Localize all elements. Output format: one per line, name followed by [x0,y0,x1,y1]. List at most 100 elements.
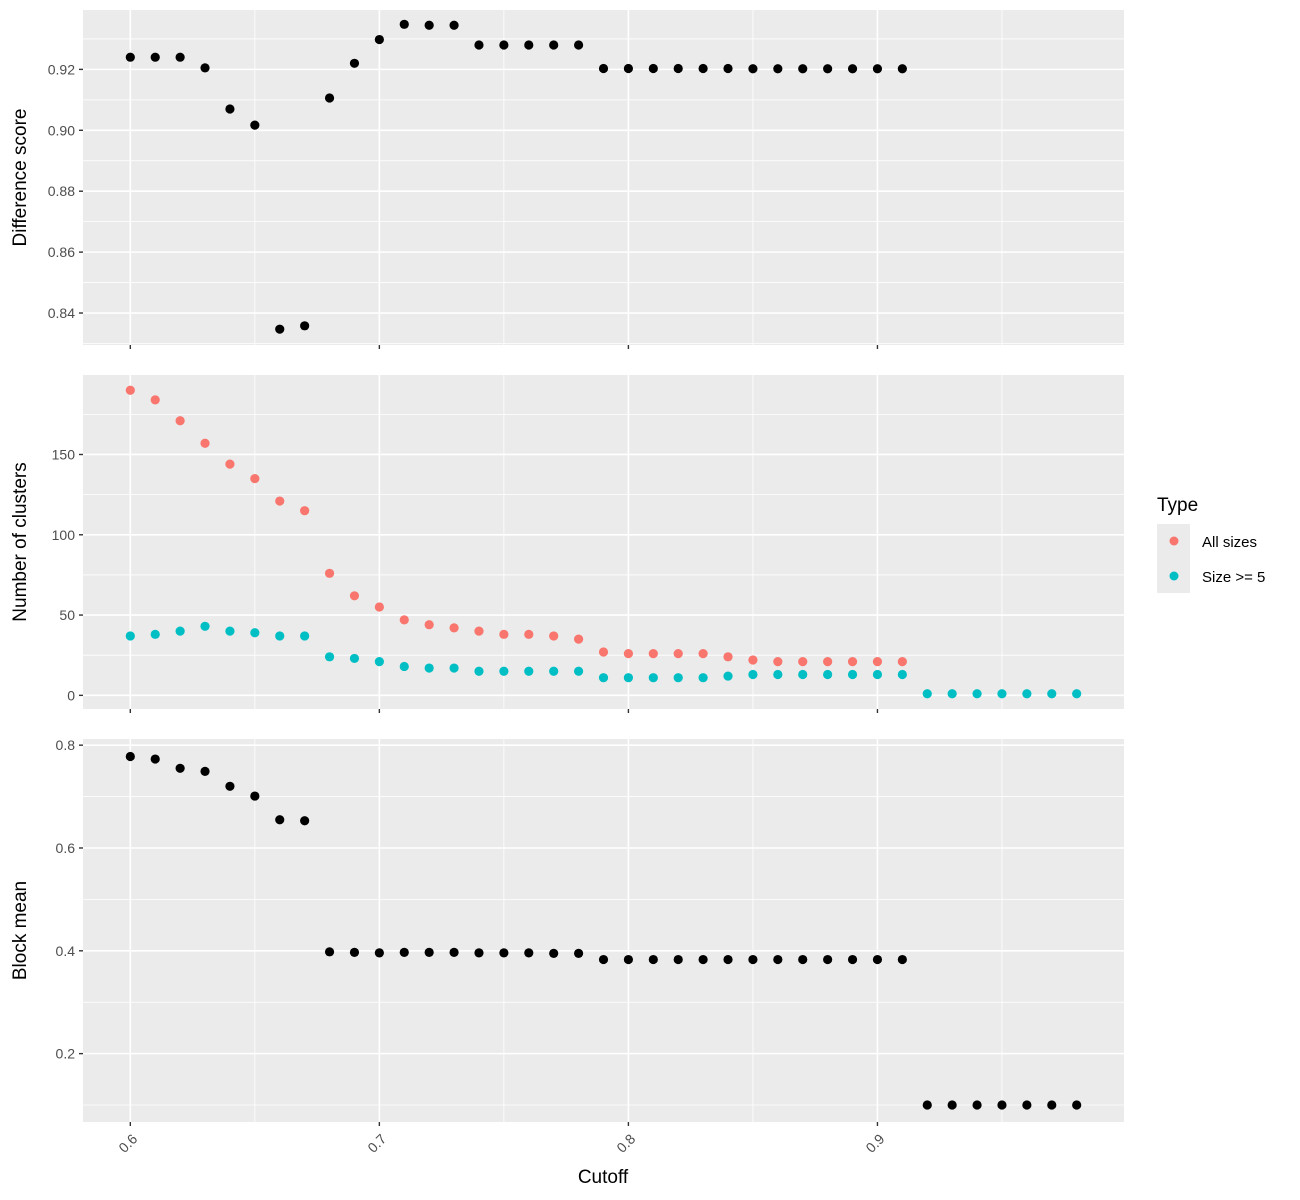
data-point [1072,1100,1082,1110]
data-point [300,321,310,331]
data-point [449,20,459,30]
data-point [748,669,758,680]
data-point [449,623,459,633]
block-mean-x-tick-label: 0.7 [364,1131,389,1156]
data-point [673,954,683,965]
data-point [250,473,260,484]
data-point [349,947,360,957]
data-point [499,948,509,958]
difference-score-panel-background [83,10,1124,345]
data-point [698,63,708,74]
data-point [698,673,708,683]
data-point [748,655,758,665]
data-point [897,669,907,680]
legend-key-size-5 [1169,571,1179,581]
data-point [972,689,982,699]
data-point [324,652,335,662]
data-point [823,64,833,74]
data-point [449,947,459,957]
difference-score-y-tick-label: 0.84 [48,305,75,321]
data-point [225,626,235,636]
difference-score-y-axis-title: Difference score [10,109,31,247]
data-point [598,673,609,683]
data-point [324,947,335,957]
data-point [872,669,883,680]
data-point [897,954,907,965]
data-point [573,40,584,50]
data-point [922,689,932,699]
chart-panels: 0.84 0.86 0.88 0.90 0.92 Difference score 0 50 1… [10,10,1124,1156]
number-of-clusters-y-tick-label: 150 [52,446,76,462]
data-point [200,766,210,776]
block-mean-panel: 0.2 0.4 0.6 0.8 0.6 0.7 0.8 0.9 Block mean [10,737,1124,1156]
data-point [250,791,260,801]
data-point [997,1100,1007,1110]
data-point [125,385,135,395]
data-point [300,631,310,641]
data-point [499,40,509,50]
data-point [972,1100,982,1110]
data-point [549,40,559,50]
data-point [150,754,160,764]
data-point [349,58,360,68]
number-of-clusters-panel-background [83,375,1124,709]
difference-score-panel: 0.84 0.86 0.88 0.90 0.92 Difference score [10,10,1124,349]
data-point [474,626,484,636]
data-point [524,948,534,958]
data-point [399,19,409,29]
data-point [1047,689,1057,699]
data-point [399,615,409,625]
data-point [748,954,758,965]
data-point [374,602,384,612]
number-of-clusters-panel: 0 50 100 150 Number of clusters [10,375,1124,713]
difference-score-y-tick-label: 0.88 [48,183,75,199]
data-point [324,568,335,578]
data-point [723,954,733,965]
data-point [723,671,733,681]
data-point [798,954,808,965]
data-point [648,63,658,74]
data-point [449,663,459,673]
data-point [872,657,883,667]
data-point [773,669,783,680]
x-axis-title: Cutoff [578,1167,629,1188]
data-point [872,64,883,74]
data-point [250,628,260,638]
data-point [1022,1100,1032,1110]
block-mean-y-tick-label: 0.6 [56,840,76,856]
block-mean-y-tick-label: 0.8 [56,737,76,753]
data-point [723,652,733,662]
difference-score-y-tick-label: 0.90 [48,122,75,138]
legend: Type All sizes Size >= 5 [1157,495,1265,593]
data-point [499,629,509,639]
data-point [598,954,609,965]
data-point [773,657,783,667]
data-point [823,669,833,680]
number-of-clusters-series-all-sizes [125,385,907,667]
data-point [947,689,957,699]
data-point [698,649,708,659]
legend-key-all-sizes [1169,536,1179,546]
data-point [225,781,235,791]
data-point [324,93,335,103]
data-point [175,52,185,62]
block-mean-y-tick-label: 0.2 [56,1046,76,1062]
data-point [524,40,534,50]
data-point [623,673,634,683]
data-point [847,669,858,680]
data-point [275,324,285,334]
number-of-clusters-y-axis-title: Number of clusters [10,462,31,621]
data-point [225,459,235,469]
data-point [374,657,384,667]
block-mean-x-tick-label: 0.6 [115,1131,140,1156]
data-point [847,657,858,667]
data-point [573,666,584,676]
block-mean-y-tick-label: 0.4 [56,943,76,959]
data-point [623,954,634,965]
data-point [225,104,235,114]
data-point [922,1100,932,1110]
data-point [897,657,907,667]
block-mean-x-tick-label: 0.9 [862,1131,887,1156]
data-point [474,948,484,958]
data-point [300,816,310,826]
